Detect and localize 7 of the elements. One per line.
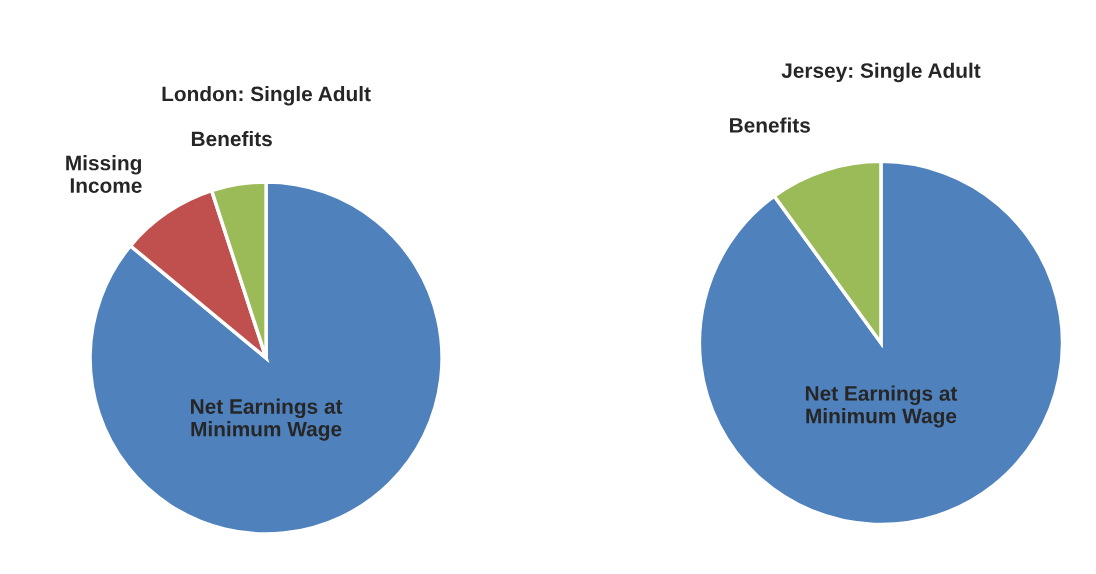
slice-label: Benefits bbox=[730, 117, 810, 133]
chart-title: Jersey: Single Adult bbox=[781, 62, 981, 83]
slice-label: Benefits bbox=[191, 130, 272, 147]
slice-label: Net Earnings at Minimum Wage bbox=[191, 398, 343, 441]
chart-title: London: Single Adult bbox=[162, 85, 371, 106]
slice-label: Missing Income bbox=[66, 155, 142, 193]
slice-label: Net Earnings at Minimum Wage bbox=[805, 385, 958, 428]
